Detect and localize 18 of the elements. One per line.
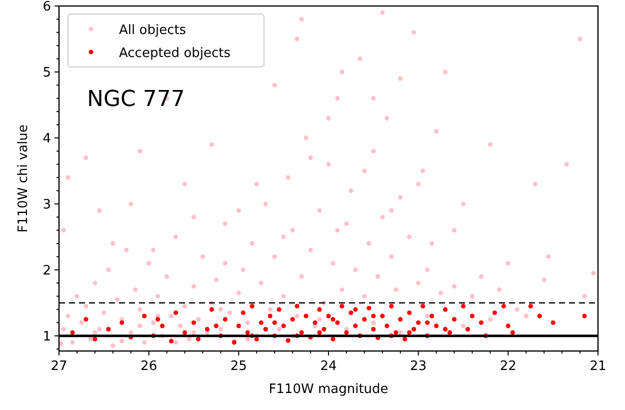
y-tick-label: 3 [42,197,51,212]
y-tick-label: 6 [42,0,51,14]
x-tick-label: 24 [320,359,337,374]
y-tick-label: 2 [42,263,51,278]
y-tick-label: 4 [42,131,51,146]
x-tick-label: 22 [500,359,516,374]
x-tick-label: 23 [410,359,427,374]
x-tick-label: 26 [140,359,158,374]
x-tick-label: 21 [590,359,606,374]
y-axis-title: F110W chi value [16,124,31,232]
y-tick-label: 1 [42,329,51,344]
annotation: NGC 777 [87,87,185,112]
x-tick-label: 27 [50,359,68,374]
legend-label: All objects [119,23,186,38]
y-tick-label: 5 [42,65,51,80]
legend-label: Accepted objects [119,46,231,61]
x-axis-title: F110W magnitude [268,382,388,397]
x-tick-label: 25 [230,359,247,374]
